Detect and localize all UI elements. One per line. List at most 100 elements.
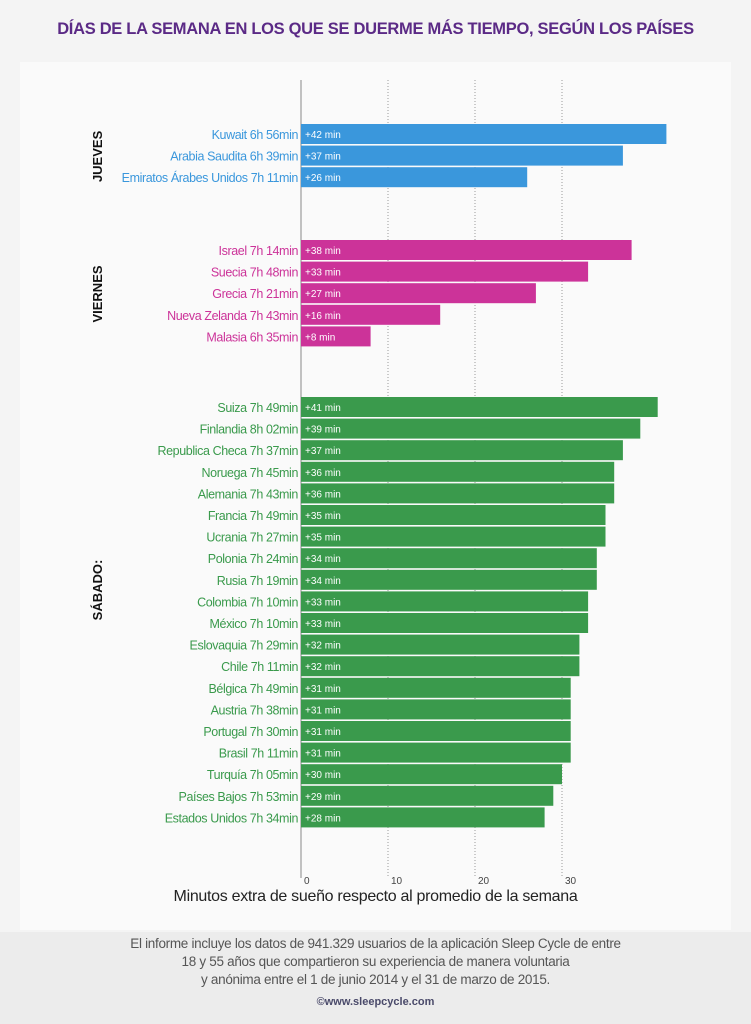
data-label: +32 min [305,641,341,652]
bar-alemania [301,483,615,504]
category-label: Eslovaquia 7h 29min [190,639,299,653]
data-label: +39 min [305,425,341,436]
source-url[interactable]: ©www.sleepcycle.com [316,996,435,1008]
group-label-0: JUEVES [90,130,105,182]
bar-emiratos-árabes-unidos [301,167,528,188]
bar-colombia [301,591,589,612]
bar-austria [301,699,571,720]
bar-brasil [301,742,571,763]
data-label: +8 min [305,332,335,343]
x-tick-label: 30 [565,876,577,887]
bar-suecia [301,261,589,282]
data-label: +30 min [305,770,341,781]
data-label: +32 min [305,662,341,673]
data-label: +37 min [305,152,341,163]
bar-arabia-saudita [301,145,623,166]
bar-grecia [301,283,536,304]
category-label: Grecia 7h 21min [212,287,298,301]
bar-turquía [301,764,562,785]
data-label: +34 min [305,576,341,587]
category-label: Austria 7h 38min [211,703,299,717]
category-label: Kuwait 6h 56min [212,128,299,142]
category-label: Chile 7h 11min [221,660,298,674]
data-label: +35 min [305,533,341,544]
category-label: Israel 7h 14min [219,244,299,258]
bar-finlandia [301,418,641,439]
category-label: Francia 7h 49min [208,509,299,523]
category-label: Arabia Saudita 6h 39min [170,150,298,164]
category-label: Brasil 7h 11min [219,747,299,761]
category-label: Finlandia 8h 02min [200,423,299,437]
bar-kuwait [301,124,667,144]
category-label: Polonia 7h 24min [208,552,299,566]
data-label: +26 min [305,173,341,184]
bar-estados-unidos [301,807,545,828]
category-label: Rusia 7h 19min [217,574,299,588]
group-label-1: VIERNES [90,265,105,322]
bar-eslovaquia [301,634,580,655]
category-label: Nueva Zelanda 7h 43min [167,309,298,323]
category-label: Alemania 7h 43min [198,487,299,501]
bar-méxico [301,613,589,633]
bar-suiza [301,397,658,417]
bar-bélgica [301,677,571,698]
data-label: +29 min [305,792,341,803]
footer-note-line: El informe incluye los datos de 941.329 … [130,936,621,951]
footer-note: El informe incluye los datos de 941.329 … [20,935,731,989]
data-label: +35 min [305,511,341,522]
data-label: +33 min [305,268,341,279]
data-label: +42 min [305,130,341,141]
category-label: Emiratos Árabes Unidos 7h 11min [122,170,299,185]
bar-malasia [301,326,371,347]
data-label: +31 min [305,749,341,760]
x-tick-label: 0 [304,876,310,887]
category-label: Noruega 7h 45min [202,466,299,480]
bar-ucrania [301,526,606,547]
bar-polonia [301,548,597,569]
category-label: Países Bajos 7h 53min [179,790,299,804]
data-label: +31 min [305,684,341,695]
footer [0,932,751,1024]
data-label: +37 min [305,446,341,457]
bar-noruega [301,461,615,482]
data-label: +34 min [305,554,341,565]
category-label: Suecia 7h 48min [211,266,299,280]
data-label: +36 min [305,468,341,479]
category-label: Ucrania 7h 27min [206,531,298,545]
bar-rusia [301,569,597,590]
category-label: México 7h 10min [210,617,299,631]
bar-francia [301,505,606,525]
bar-países-bajos [301,785,554,806]
bar-republica-checa [301,440,623,461]
x-tick-label: 20 [478,876,490,887]
data-label: +38 min [305,246,341,257]
data-label: +33 min [305,597,341,608]
data-label: +41 min [305,403,341,414]
category-label: Bélgica 7h 49min [209,682,299,696]
category-label: Malasia 6h 35min [206,330,298,344]
category-label: Estados Unidos 7h 34min [165,811,299,825]
x-axis-label: Minutos extra de sueño respecto al prome… [173,888,578,905]
x-tick-label: 10 [391,876,403,887]
category-label: Turquía 7h 05min [207,768,299,782]
group-label-2: SÁBADO: [90,560,105,621]
bar-portugal [301,721,571,741]
bar-nueva-zelanda [301,304,441,325]
category-label: Republica Checa 7h 37min [158,444,299,458]
category-label: Colombia 7h 10min [197,595,298,609]
category-label: Portugal 7h 30min [203,725,298,739]
footer-note-line: y anónima entre el 1 de junio 2014 y el … [201,972,550,987]
footer-note-line: 18 y 55 años que compartieron su experie… [181,954,570,969]
data-label: +27 min [305,289,341,300]
data-label: +33 min [305,619,341,630]
data-label: +36 min [305,489,341,500]
bar-israel [301,240,632,260]
data-label: +28 min [305,813,341,824]
bar-chile [301,656,580,677]
data-label: +31 min [305,705,341,716]
category-label: Suiza 7h 49min [217,401,298,415]
data-label: +16 min [305,311,341,322]
data-label: +31 min [305,727,341,738]
chart-title: DÍAS DE LA SEMANA EN LOS QUE SE DUERME M… [57,20,694,38]
